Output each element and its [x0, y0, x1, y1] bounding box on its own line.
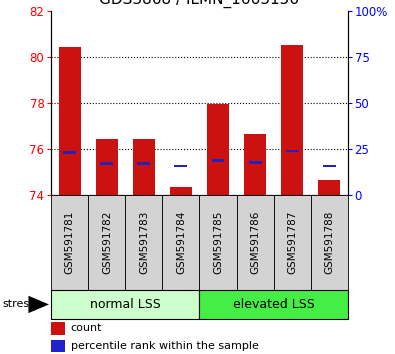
- Bar: [286, 150, 299, 152]
- Title: GDS3868 / ILMN_1663156: GDS3868 / ILMN_1663156: [100, 0, 299, 8]
- Text: GSM591787: GSM591787: [287, 211, 297, 274]
- Bar: [51, 340, 65, 352]
- Text: GSM591786: GSM591786: [250, 211, 260, 274]
- Text: GSM591784: GSM591784: [176, 211, 186, 274]
- Bar: [96, 139, 118, 195]
- Bar: [133, 139, 155, 195]
- FancyBboxPatch shape: [51, 195, 88, 290]
- Text: GSM591788: GSM591788: [324, 211, 334, 274]
- Text: count: count: [71, 323, 102, 333]
- Bar: [281, 45, 303, 195]
- FancyBboxPatch shape: [51, 290, 199, 319]
- Bar: [59, 47, 81, 195]
- FancyBboxPatch shape: [310, 195, 348, 290]
- Text: GSM591781: GSM591781: [65, 211, 75, 274]
- Bar: [248, 161, 261, 164]
- Text: percentile rank within the sample: percentile rank within the sample: [71, 341, 258, 351]
- FancyBboxPatch shape: [199, 290, 348, 319]
- Bar: [63, 151, 76, 154]
- Text: GSM591785: GSM591785: [213, 211, 223, 274]
- FancyBboxPatch shape: [162, 195, 199, 290]
- Bar: [207, 104, 229, 195]
- Bar: [244, 134, 266, 195]
- FancyBboxPatch shape: [237, 195, 274, 290]
- Bar: [323, 165, 336, 167]
- Text: GSM591782: GSM591782: [102, 211, 112, 274]
- Bar: [51, 322, 65, 335]
- Text: normal LSS: normal LSS: [90, 298, 161, 311]
- Bar: [211, 159, 224, 161]
- FancyBboxPatch shape: [199, 195, 237, 290]
- Text: stress: stress: [2, 299, 35, 309]
- Bar: [137, 162, 150, 165]
- Bar: [318, 180, 340, 195]
- Bar: [170, 187, 192, 195]
- FancyBboxPatch shape: [88, 195, 126, 290]
- Text: elevated LSS: elevated LSS: [233, 298, 314, 311]
- FancyBboxPatch shape: [274, 195, 310, 290]
- Bar: [175, 165, 188, 167]
- Text: GSM591783: GSM591783: [139, 211, 149, 274]
- Bar: [100, 162, 113, 165]
- Polygon shape: [28, 296, 49, 313]
- FancyBboxPatch shape: [126, 195, 162, 290]
